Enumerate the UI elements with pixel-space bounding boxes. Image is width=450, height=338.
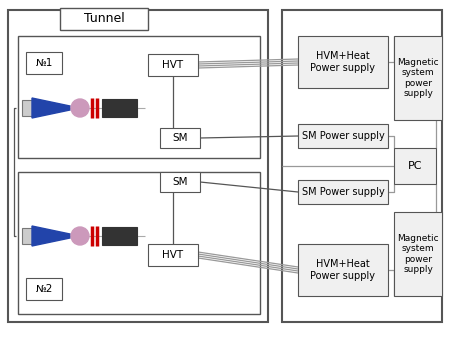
Bar — [22, 228, 32, 244]
Text: №2: №2 — [35, 284, 53, 294]
Text: SM: SM — [172, 177, 188, 187]
Text: SM: SM — [172, 133, 188, 143]
Bar — [8, 10, 268, 322]
Bar — [160, 128, 200, 148]
Polygon shape — [32, 226, 70, 246]
Bar — [26, 278, 62, 300]
Text: Tunnel: Tunnel — [84, 13, 124, 25]
Polygon shape — [32, 98, 70, 118]
Bar — [148, 244, 198, 266]
Bar — [298, 36, 388, 88]
Bar — [298, 244, 388, 296]
Text: SM Power supply: SM Power supply — [302, 131, 384, 141]
Bar — [148, 54, 198, 76]
Text: HVM+Heat
Power supply: HVM+Heat Power supply — [310, 259, 375, 281]
Bar — [160, 172, 200, 192]
Bar — [298, 124, 388, 148]
Bar — [60, 8, 148, 30]
Bar — [394, 212, 442, 296]
Text: HVT: HVT — [162, 60, 184, 70]
Text: SM Power supply: SM Power supply — [302, 187, 384, 197]
Circle shape — [71, 99, 89, 117]
Text: Magnetic
system
power
supply: Magnetic system power supply — [397, 58, 439, 98]
Bar — [102, 99, 137, 117]
Bar — [22, 100, 32, 116]
Bar — [26, 52, 62, 74]
Bar — [18, 36, 260, 158]
Bar — [18, 172, 260, 314]
Text: №1: №1 — [35, 58, 53, 68]
Text: Magnetic
system
power
supply: Magnetic system power supply — [397, 234, 439, 274]
Bar — [102, 227, 137, 245]
Text: HVM+Heat
Power supply: HVM+Heat Power supply — [310, 51, 375, 73]
Bar — [298, 180, 388, 204]
Bar — [282, 10, 442, 322]
Bar — [394, 148, 436, 184]
Circle shape — [71, 227, 89, 245]
Text: HVT: HVT — [162, 250, 184, 260]
Bar — [394, 36, 442, 120]
Text: PC: PC — [408, 161, 422, 171]
